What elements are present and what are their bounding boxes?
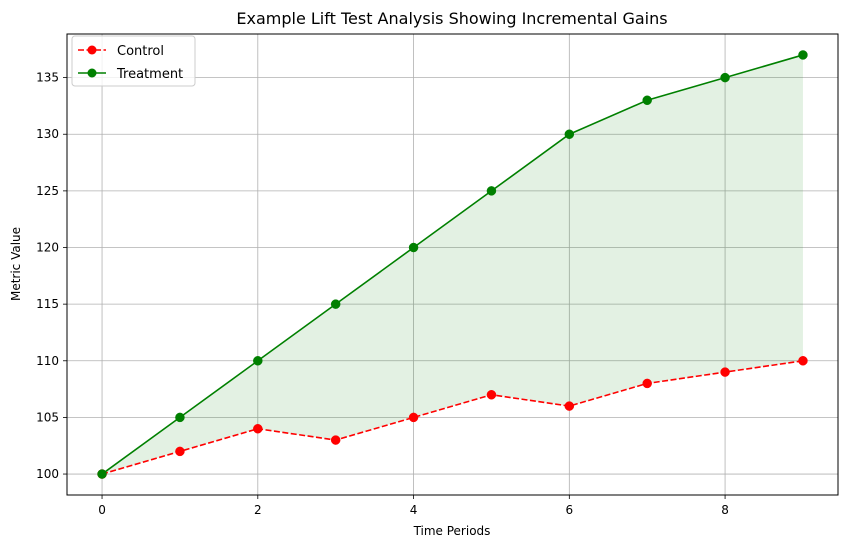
y-tick-label: 120 — [36, 241, 59, 255]
control-line — [101, 359, 804, 475]
y-tick-label: 110 — [36, 354, 59, 368]
legend-entries: Control Treatment — [78, 44, 183, 82]
legend-control-label: Control — [117, 44, 164, 59]
y-tick-label: 100 — [36, 467, 59, 481]
fill-between-area — [102, 54, 803, 475]
control-point — [253, 423, 263, 434]
chart-title: Example Lift Test Analysis Showing Incre… — [236, 9, 667, 28]
treatment-point — [798, 50, 808, 60]
treatment-point — [564, 129, 575, 139]
treatment-point — [330, 299, 341, 309]
treatment-point — [642, 95, 652, 106]
legend-control-marker — [87, 45, 97, 55]
control-point — [330, 435, 341, 445]
treatment-point — [408, 242, 419, 253]
incremental-gain-area — [102, 54, 803, 475]
x-tick-label: 8 — [721, 503, 729, 517]
control-point — [564, 401, 575, 411]
series-treatment — [97, 50, 808, 479]
control-point — [798, 356, 808, 366]
x-tick-label: 4 — [410, 503, 418, 517]
treatment-point — [486, 186, 497, 196]
series-layer — [97, 50, 808, 479]
plot-frame — [66, 33, 839, 496]
x-tick-label: 0 — [98, 503, 106, 517]
y-axis-ticks: 100 105 110 115 120 125 130 135 — [36, 71, 67, 481]
control-point — [408, 412, 419, 423]
x-tick-label: 6 — [565, 503, 573, 517]
x-tick-label: 2 — [254, 503, 262, 517]
y-tick-label: 135 — [36, 71, 59, 85]
treatment-point — [253, 356, 263, 366]
treatment-point — [175, 412, 185, 423]
legend-treatment-label: Treatment — [116, 67, 183, 82]
treatment-point — [97, 469, 107, 479]
x-axis-ticks: 0 2 4 6 8 — [98, 495, 729, 517]
legend: Control Treatment — [71, 35, 196, 87]
legend-treatment-marker — [87, 68, 97, 78]
y-tick-label: 115 — [36, 297, 59, 311]
y-tick-label: 130 — [36, 127, 59, 141]
y-axis-label: Metric Value — [9, 227, 23, 301]
series-control — [97, 356, 808, 479]
grid — [67, 34, 838, 495]
legend-entry-control: Control — [78, 44, 164, 59]
legend-entry-treatment: Treatment — [78, 67, 183, 82]
treatment-point — [720, 72, 730, 83]
control-point — [642, 378, 652, 389]
control-point — [175, 446, 185, 457]
y-tick-label: 125 — [36, 184, 59, 198]
control-point — [486, 390, 497, 400]
treatment-line — [101, 54, 804, 475]
x-axis-label: Time Periods — [413, 524, 491, 538]
y-tick-label: 105 — [36, 410, 59, 424]
control-point — [720, 367, 730, 377]
